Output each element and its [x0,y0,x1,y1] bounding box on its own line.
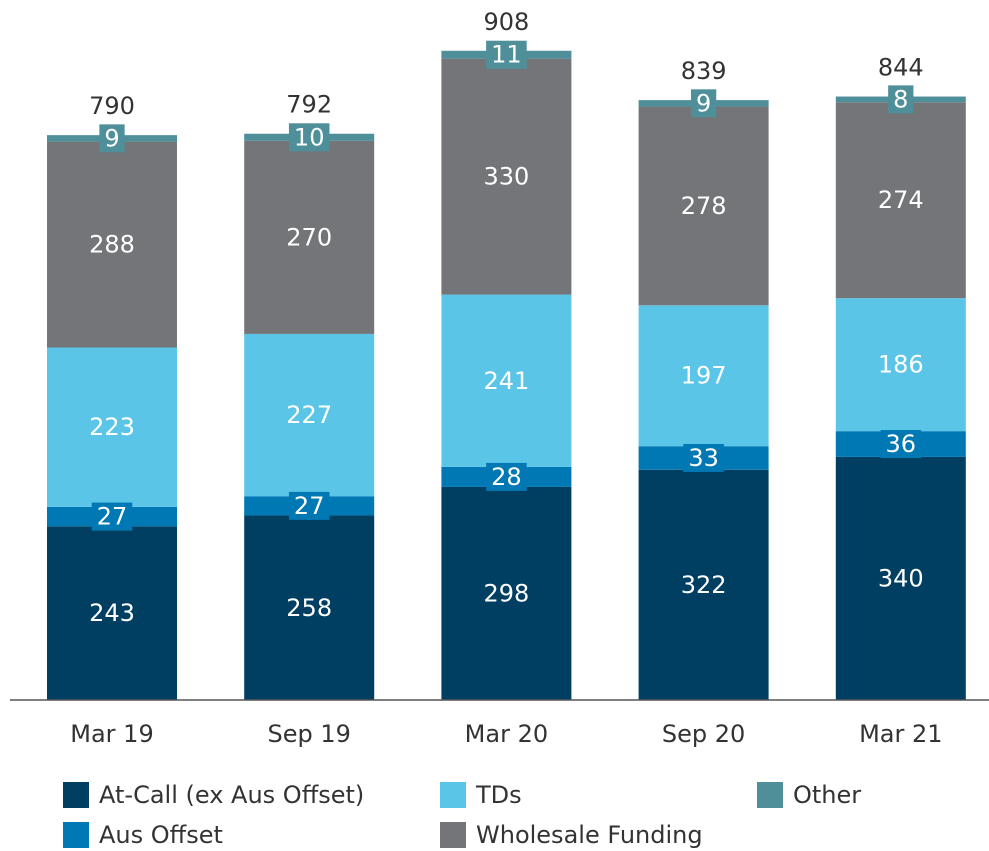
data-label: 340 [878,564,924,592]
data-label-box [486,462,527,491]
data-label: 298 [483,579,529,607]
data-label: 11 [491,41,522,69]
bar-segment [835,298,966,432]
bar-segment [47,141,177,348]
legend-label: Other [793,781,861,809]
data-label: 278 [681,192,727,220]
bar-segment [638,106,769,306]
x-tick-label: Sep 20 [662,720,745,748]
data-label: 27 [97,503,128,531]
data-label-box [486,40,527,69]
data-label: 330 [483,163,529,191]
data-label: 258 [286,594,332,622]
x-tick-label: Mar 20 [465,720,548,748]
data-label-box [288,491,330,520]
bar-segment [638,305,769,447]
data-label-box [91,502,133,531]
data-label-box [683,443,724,472]
legend-swatch [63,822,89,848]
data-label-box [288,123,330,152]
x-tick-label: Mar 19 [70,720,153,748]
data-label-box [888,85,914,114]
legend-swatch [440,822,466,848]
bar-segment [441,486,572,700]
data-label: 28 [491,463,522,491]
data-label-box [880,430,922,459]
total-label: 790 [89,92,135,120]
bar-segment [638,469,769,700]
data-label-box [690,89,717,118]
bar-segment [47,526,177,700]
legend-label: At-Call (ex Aus Offset) [99,781,364,809]
bar-segment [441,58,572,295]
data-label: 9 [104,124,119,152]
data-label: 9 [696,89,711,117]
bar-segment [835,456,966,700]
legend-swatch [440,782,466,808]
legend-label: TDs [475,781,522,809]
total-label: 908 [483,8,529,36]
data-label: 288 [89,231,135,259]
data-label: 33 [688,444,719,472]
legend-swatch [757,782,783,808]
legend-label: Wholesale Funding [476,821,703,849]
total-label: 839 [681,57,727,85]
total-label: 792 [286,91,332,119]
data-label: 241 [483,367,529,395]
data-label: 227 [286,401,332,429]
bar-segment [47,347,177,507]
x-tick-label: Mar 21 [859,720,942,748]
data-label: 243 [89,599,135,627]
data-label: 223 [89,413,135,441]
data-label: 197 [681,362,727,390]
legend-swatch [63,782,89,808]
legend-label: Aus Offset [99,821,223,849]
x-tick-label: Sep 19 [267,720,350,748]
total-label: 844 [878,54,924,82]
bar-segment [244,515,375,700]
data-label: 27 [294,492,325,520]
data-label: 10 [294,123,325,151]
data-label: 270 [286,223,332,251]
bar-segment [244,333,375,497]
bar-segment [244,140,375,334]
data-label-box [99,124,125,153]
data-label: 36 [886,430,917,458]
data-label: 322 [681,571,727,599]
data-label: 274 [878,186,924,214]
data-label: 8 [893,85,908,113]
bar-segment [441,294,572,467]
data-label: 186 [878,351,924,379]
bar-segment [835,102,966,299]
